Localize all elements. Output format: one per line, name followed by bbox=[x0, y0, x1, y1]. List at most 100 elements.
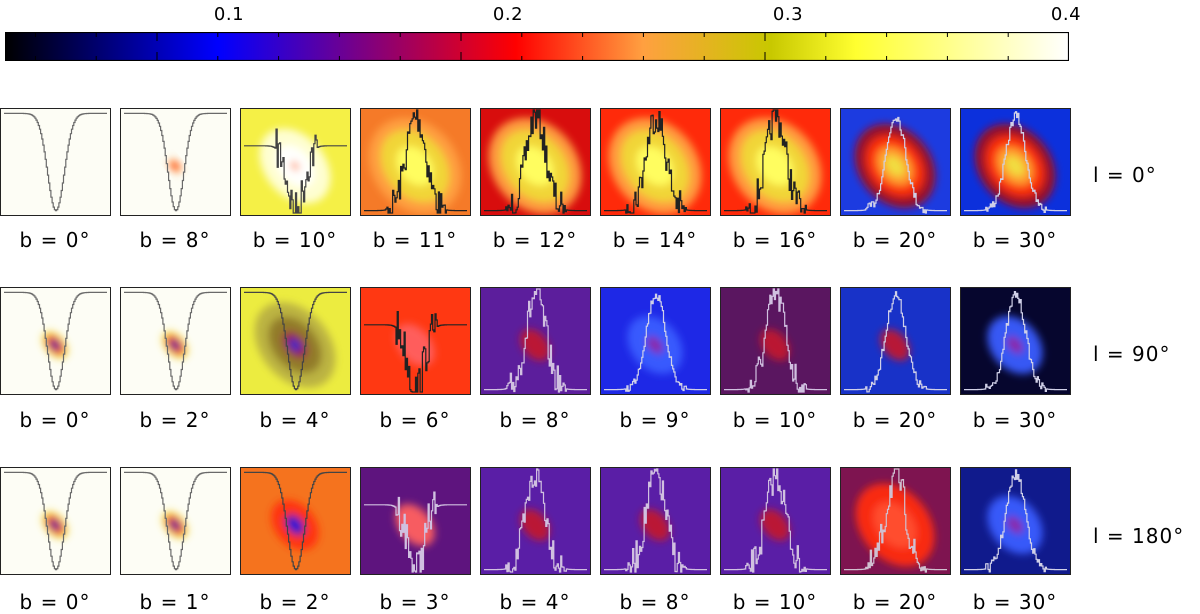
heatmap-panel bbox=[840, 108, 951, 216]
row-label: l = 0° bbox=[1093, 163, 1157, 187]
panel-caption: b = 12° bbox=[492, 228, 578, 252]
panel-caption: b = 30° bbox=[972, 408, 1058, 432]
heatmap-panel bbox=[600, 108, 711, 216]
density-blob bbox=[760, 329, 790, 361]
panel-caption: b = 11° bbox=[372, 228, 458, 252]
heatmap-svg bbox=[720, 467, 831, 575]
profile-curve bbox=[724, 288, 827, 393]
heatmap-svg bbox=[480, 108, 591, 216]
profile-curve bbox=[4, 471, 107, 571]
density-blob bbox=[760, 509, 790, 541]
heatmap-panel bbox=[600, 287, 711, 395]
heatmap-svg bbox=[720, 287, 831, 395]
profile-curve bbox=[244, 471, 347, 571]
heatmap-svg bbox=[480, 467, 591, 575]
density-blob bbox=[987, 496, 1043, 554]
panel-caption: b = 2° bbox=[139, 408, 211, 432]
heatmap-panel bbox=[960, 467, 1071, 575]
heatmap-svg bbox=[960, 467, 1071, 575]
panel-caption: b = 2° bbox=[259, 590, 331, 614]
panel-caption: b = 8° bbox=[139, 228, 211, 252]
heatmap-svg bbox=[240, 287, 351, 395]
density-blob bbox=[42, 511, 68, 539]
profile-curve bbox=[124, 471, 227, 571]
heatmap-svg bbox=[840, 467, 951, 575]
panel-caption: b = 20° bbox=[852, 408, 938, 432]
heatmap-panel bbox=[720, 108, 831, 216]
profile-curve bbox=[484, 109, 587, 214]
panel-caption: b = 16° bbox=[732, 228, 818, 252]
density-blob bbox=[488, 117, 582, 215]
panel-caption: b = 0° bbox=[19, 590, 91, 614]
panel-caption: b = 0° bbox=[19, 408, 91, 432]
heatmap-svg bbox=[960, 287, 1071, 395]
heatmap-svg bbox=[600, 467, 711, 575]
heatmap-panel bbox=[480, 108, 591, 216]
panel-caption: b = 4° bbox=[259, 408, 331, 432]
heatmap-panel bbox=[960, 287, 1071, 395]
heatmap-svg bbox=[360, 108, 471, 216]
heatmap-panel bbox=[960, 108, 1071, 216]
heatmap-panel bbox=[720, 287, 831, 395]
heatmap-panel bbox=[240, 467, 351, 575]
profile-curve bbox=[604, 111, 707, 214]
heatmap-panel bbox=[480, 467, 591, 575]
heatmap-svg bbox=[0, 467, 111, 575]
heatmap-svg bbox=[0, 108, 111, 216]
row-label: l = 180° bbox=[1093, 524, 1185, 548]
panel-caption: b = 30° bbox=[972, 228, 1058, 252]
density-blob bbox=[640, 509, 670, 541]
panel-caption: b = 10° bbox=[252, 228, 338, 252]
heatmap-panel bbox=[840, 467, 951, 575]
heatmap-svg bbox=[120, 108, 231, 216]
density-blob bbox=[162, 511, 188, 539]
heatmap-svg bbox=[0, 287, 111, 395]
colorbar-tick-label: 0.2 bbox=[492, 4, 524, 25]
heatmap-panel bbox=[240, 108, 351, 216]
profile-curve bbox=[364, 311, 467, 393]
colorbar-gradient bbox=[5, 32, 1069, 61]
heatmap-svg bbox=[840, 108, 951, 216]
profile-curve bbox=[484, 468, 587, 573]
profile-curve bbox=[724, 468, 827, 573]
heatmap-panel bbox=[360, 287, 471, 395]
heatmap-svg bbox=[600, 108, 711, 216]
heatmap-panel bbox=[360, 467, 471, 575]
heatmap-panel bbox=[0, 108, 111, 216]
colorbar-tick-label: 0.1 bbox=[213, 4, 245, 25]
heatmap-panel bbox=[120, 108, 231, 216]
heatmap-svg bbox=[840, 287, 951, 395]
profile-curve bbox=[844, 116, 947, 214]
heatmap-panel bbox=[0, 287, 111, 395]
profile-curve bbox=[604, 468, 707, 573]
profile-curve bbox=[364, 109, 467, 214]
panel-caption: b = 8° bbox=[619, 590, 691, 614]
density-blob bbox=[608, 117, 702, 215]
density-blob bbox=[880, 329, 910, 361]
heatmap-panel bbox=[720, 467, 831, 575]
heatmap-panel bbox=[240, 287, 351, 395]
panel-caption: b = 8° bbox=[499, 408, 571, 432]
heatmap-panel bbox=[840, 287, 951, 395]
panel-caption: b = 10° bbox=[732, 408, 818, 432]
profile-curve bbox=[964, 469, 1067, 573]
profile-curve bbox=[4, 291, 107, 391]
profile-curve bbox=[124, 112, 227, 212]
heatmap-panel bbox=[120, 467, 231, 575]
heatmap-svg bbox=[240, 108, 351, 216]
panel-caption: b = 30° bbox=[972, 590, 1058, 614]
panel-caption: b = 9° bbox=[619, 408, 691, 432]
heatmap-panel bbox=[480, 287, 591, 395]
profile-curve bbox=[844, 291, 947, 393]
profile-curve bbox=[244, 291, 347, 391]
heatmap-svg bbox=[360, 287, 471, 395]
heatmap-background bbox=[0, 108, 111, 216]
heatmap-svg bbox=[960, 108, 1071, 216]
heatmap-svg bbox=[120, 467, 231, 575]
heatmap-panel bbox=[0, 467, 111, 575]
panel-caption: b = 0° bbox=[19, 228, 91, 252]
heatmap-svg bbox=[240, 467, 351, 575]
panel-caption: b = 3° bbox=[379, 590, 451, 614]
heatmap-panel bbox=[600, 467, 711, 575]
heatmap-panel bbox=[360, 108, 471, 216]
